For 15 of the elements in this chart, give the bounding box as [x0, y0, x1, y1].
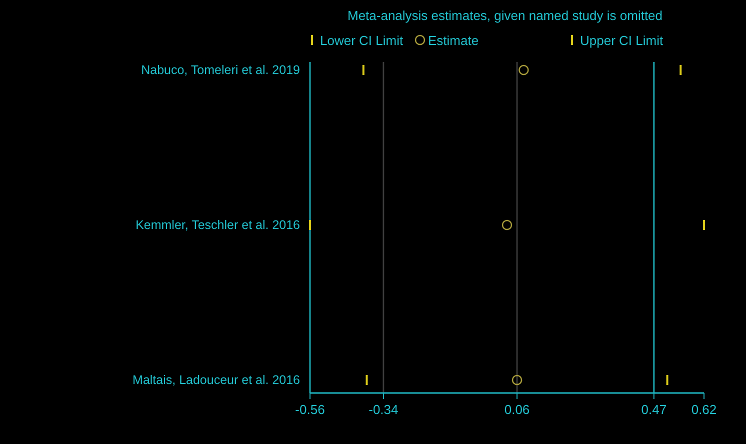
point	[512, 374, 522, 386]
x-tick-label: 0.47	[641, 402, 667, 417]
y-tick-label: Nabuco, Tomeleri et al. 2019	[141, 63, 300, 77]
chart-title: Meta-analysis estimates, given named study is omitted	[347, 8, 663, 23]
x-tick-label: 0.06	[504, 402, 530, 417]
point	[502, 220, 512, 230]
legend-label: Estimate	[428, 33, 479, 48]
x-tick-label: 0.62	[691, 402, 717, 417]
y-tick-label: Maltais, Ladouceur et al. 2016	[132, 373, 300, 387]
x-tick-label: -0.56	[295, 402, 325, 417]
y-tick-label: Kemmler, Teschler et al. 2016	[136, 218, 300, 232]
x-tick-label: -0.34	[368, 402, 398, 417]
point	[518, 64, 529, 76]
legend-label: Upper CI Limit	[580, 33, 664, 48]
legend-label: Lower CI Limit	[320, 33, 404, 48]
